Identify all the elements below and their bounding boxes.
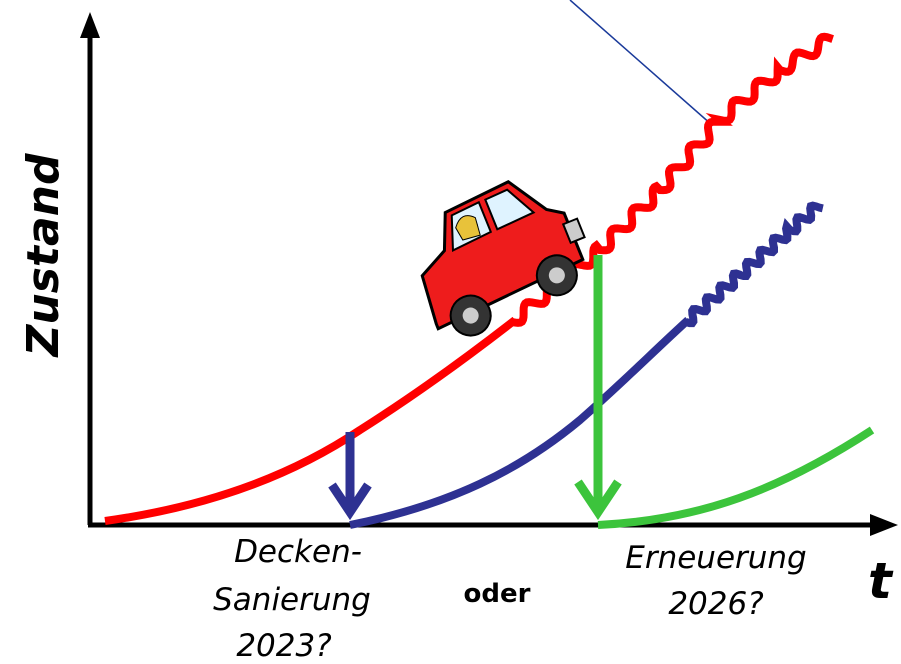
option-a-line: Decken-	[234, 534, 362, 570]
pointer-line	[569, 0, 713, 126]
y-axis-arrow	[80, 12, 100, 38]
option-a-line: 2023?	[236, 628, 331, 664]
blue-curve-wavy	[684, 201, 824, 328]
option-b-line: 2026?	[668, 586, 763, 622]
option-b-line: Erneuerung	[625, 540, 807, 576]
y-axis-label: Zustand	[18, 153, 69, 358]
connector-text: oder	[464, 579, 531, 609]
blue-arrow-head	[328, 482, 372, 521]
x-axis-arrow	[870, 514, 898, 536]
option-a-line: Sanierung	[213, 582, 371, 618]
green-arrow-head	[574, 479, 622, 521]
red-curve	[104, 316, 518, 525]
green-curve	[597, 426, 875, 529]
x-axis-label: t	[868, 552, 894, 610]
car-illustration	[420, 179, 586, 337]
blue-curve	[349, 317, 691, 529]
